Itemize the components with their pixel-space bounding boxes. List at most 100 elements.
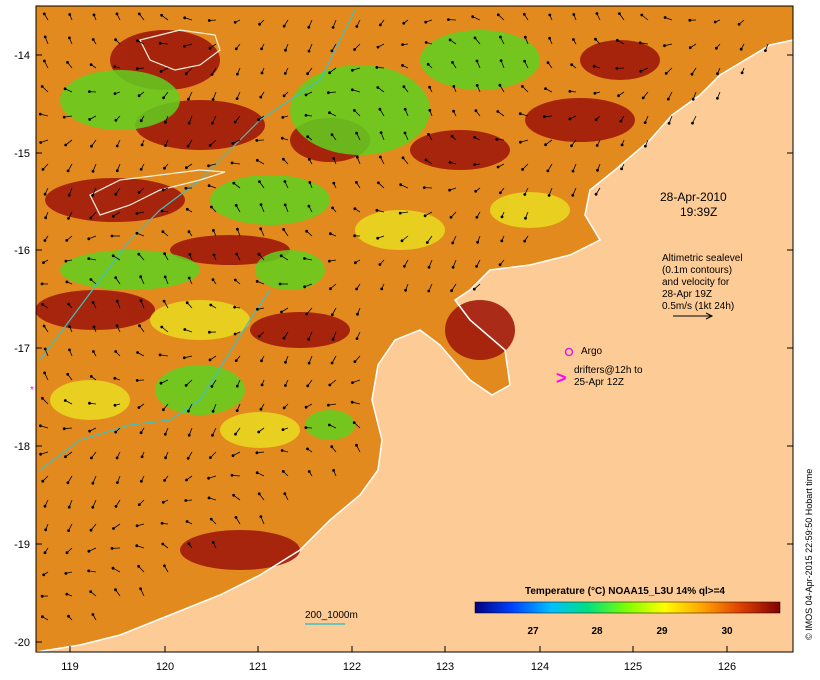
velocity-arrow-head <box>595 144 599 147</box>
colorbar-tick-1: 28 <box>591 626 603 637</box>
velocity-arrow-head <box>330 49 334 53</box>
velocity-arrow-head <box>355 443 358 447</box>
colorbar-tick-0: 27 <box>527 626 539 637</box>
velocity-arrow-head <box>89 63 93 66</box>
velocity-arrow-head <box>332 156 336 160</box>
velocity-arrow-head <box>376 45 380 49</box>
velocity-arrow-head <box>41 479 45 483</box>
velocity-arrow-head <box>187 542 191 546</box>
velocity-arrow-head <box>88 401 91 405</box>
velocity-arrow-head <box>209 517 213 521</box>
velocity-arrow-head <box>160 209 164 213</box>
velocity-arrow-head <box>716 96 719 100</box>
velocity-arrow-head <box>68 13 72 16</box>
velocity-arrow-head <box>255 138 259 142</box>
velocity-arrow-head <box>475 59 479 63</box>
velocity-arrow-head <box>233 20 237 24</box>
velocity-arrow-head <box>163 252 167 256</box>
velocity-arrow-head <box>139 167 143 171</box>
velocity-arrow-head <box>547 193 551 197</box>
velocity-arrow-head <box>375 208 379 212</box>
velocity-arrow-head <box>161 542 165 546</box>
velocity-arrow-head <box>43 371 46 375</box>
velocity-arrow-head <box>451 241 455 245</box>
velocity-arrow-head <box>136 351 140 354</box>
velocity-arrow-head <box>111 566 115 570</box>
velocity-arrow-head <box>715 46 718 50</box>
velocity-arrow-head <box>44 216 48 220</box>
velocity-arrow-head <box>327 259 331 263</box>
velocity-arrow-head <box>91 169 95 173</box>
velocity-arrow-head <box>353 207 357 211</box>
velocity-arrow-head <box>474 109 478 113</box>
velocity-arrow-head <box>40 594 44 598</box>
velocity-arrow-head <box>42 12 46 16</box>
velocity-arrow-head <box>139 275 143 279</box>
argo-label: Argo <box>581 346 603 357</box>
velocity-arrow-head <box>135 231 139 235</box>
velocity-arrow-head <box>162 96 166 100</box>
velocity-arrow-head <box>305 312 309 316</box>
time-label: 19:39Z <box>680 205 717 219</box>
velocity-arrow-head <box>376 181 380 185</box>
velocity-arrow-head <box>451 265 455 269</box>
velocity-arrow-head <box>43 192 47 196</box>
velocity-arrow-head <box>87 549 91 553</box>
velocity-arrow-head <box>67 302 70 306</box>
velocity-arrow-head <box>43 239 47 242</box>
velocity-arrow-head <box>89 590 93 594</box>
velocity-arrow-head <box>230 161 234 165</box>
velocity-arrow-head <box>307 157 311 161</box>
velocity-arrow-head <box>113 376 117 380</box>
velocity-arrow-head <box>404 288 408 292</box>
velocity-arrow-head <box>306 135 310 139</box>
velocity-arrow-head <box>164 456 168 460</box>
velocity-arrow-head <box>353 234 357 238</box>
velocity-arrow-head <box>259 407 263 411</box>
velocity-arrow-head <box>546 61 550 64</box>
velocity-arrow-head <box>187 97 190 101</box>
argo-marker <box>564 347 574 357</box>
velocity-arrow-head <box>160 13 164 17</box>
velocity-arrow-head <box>184 166 188 170</box>
velocity-arrow-head <box>402 21 406 25</box>
velocity-arrow-head <box>355 25 359 28</box>
velocity-arrow-head <box>594 192 598 196</box>
drifters-label-2: 25-Apr 12Z <box>574 377 624 388</box>
velocity-arrow-head <box>498 191 502 195</box>
velocity-arrow-head <box>65 280 69 284</box>
velocity-arrow-head <box>427 265 431 269</box>
velocity-arrow-head <box>182 356 186 360</box>
velocity-arrow-head <box>617 94 620 98</box>
velocity-arrow-head <box>425 241 429 244</box>
velocity-arrow-head <box>208 143 212 147</box>
velocity-arrow-head <box>89 374 93 378</box>
velocity-arrow-head <box>448 160 452 164</box>
velocity-arrow-head <box>257 118 260 122</box>
velocity-arrow-head <box>280 310 283 314</box>
velocity-arrow-head <box>163 432 167 436</box>
velocity-arrow-head <box>159 381 163 385</box>
velocity-arrow-head <box>548 13 552 17</box>
velocity-arrow-head <box>158 353 162 357</box>
velocity-arrow-head <box>426 62 430 66</box>
velocity-arrow-head <box>378 23 382 27</box>
velocity-arrow-head <box>570 63 574 67</box>
velocity-arrow-head <box>89 278 93 281</box>
velocity-arrow-head <box>279 254 283 258</box>
velocity-arrow-head <box>66 481 70 485</box>
velocity-arrow-head <box>446 18 450 22</box>
velocity-arrow-head <box>38 112 42 116</box>
velocity-arrow-head <box>401 156 405 160</box>
velocity-arrow-head <box>159 70 163 73</box>
velocity-arrow-head <box>110 234 114 238</box>
velocity-arrow-head <box>568 117 572 121</box>
velocity-arrow-head <box>305 229 309 233</box>
velocity-arrow-head <box>185 520 189 523</box>
lon-tick-1: 120 <box>156 661 174 673</box>
lon-tick-3: 122 <box>343 661 361 673</box>
velocity-arrow-head <box>282 336 286 340</box>
velocity-arrow-head <box>184 383 188 387</box>
velocity-arrow-head <box>518 112 522 116</box>
velocity-arrow-head <box>113 403 117 407</box>
